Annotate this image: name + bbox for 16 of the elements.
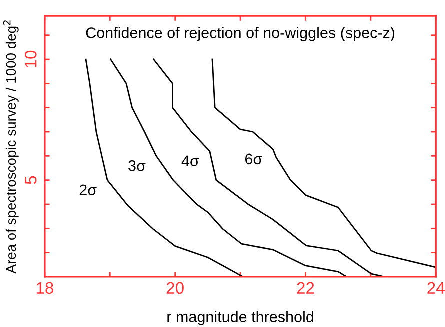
line-series: [212, 58, 436, 268]
text: Confidence of rejection of no-wiggles (spec-z): [86, 27, 395, 42]
series-label: 4σ: [182, 156, 200, 167]
x-tick-label: 24: [428, 282, 445, 294]
y-axis-title: Area of spectroscopic survey / 1000 deg$^{2}$: [3, 20, 19, 274]
x-tick-label: 18: [36, 282, 54, 294]
line-series: [153, 58, 386, 277]
x-tick-label: 22: [297, 282, 314, 294]
x-tick-label: 20: [166, 282, 184, 294]
y-tick-label: 10: [24, 50, 37, 68]
x-axis-title: r magnitude threshold: [168, 311, 314, 326]
series-label: 3σ: [128, 160, 146, 172]
line-series: [110, 58, 348, 277]
series-label: 6σ: [245, 154, 262, 165]
series-label: 2σ: [80, 184, 97, 196]
y-tick-label: 5: [25, 176, 37, 184]
